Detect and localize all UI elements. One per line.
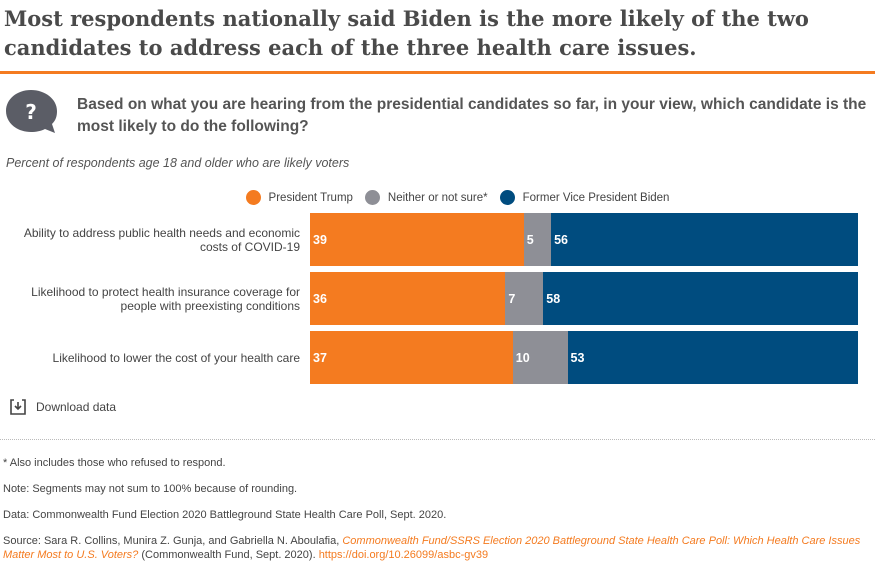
source-mid: (Commonwealth Fund, Sept. 2020). <box>138 549 319 561</box>
legend-label: Former Vice President Biden <box>522 191 670 204</box>
category-label: Likelihood to lower the cost of your hea… <box>52 350 300 365</box>
source-title-link[interactable]: Commonwealth Fund/SSRS Election 2020 Bat… <box>3 535 861 561</box>
question-bubble-icon: ? <box>6 90 57 133</box>
legend: President Trump Neither or not sure* Forme… <box>0 190 875 205</box>
legend-swatch <box>499 190 515 205</box>
legend-item: Neither or not sure* <box>364 190 488 205</box>
category-label: Ability to address public health needs a… <box>23 225 300 254</box>
legend-label: Neither or not sure* <box>387 191 488 204</box>
source-prefix: Source: Sara R. Collins, Munira Z. Gunja… <box>3 535 343 547</box>
bar-segment: 53 <box>567 331 858 384</box>
data-label: 7 <box>508 291 516 306</box>
footnote-data: Data: Commonwealth Fund Election 2020 Ba… <box>3 509 447 521</box>
bar-segment: 39 <box>310 213 524 266</box>
data-label: 5 <box>526 232 534 247</box>
title-divider <box>0 71 875 74</box>
legend-item: President Trump <box>245 190 353 205</box>
svg-text:?: ? <box>25 100 37 124</box>
chart-subtitle: Percent of respondents age 18 and older … <box>6 156 350 170</box>
data-label: 53 <box>570 350 585 365</box>
legend-item: Former Vice President Biden <box>499 190 670 205</box>
legend-swatch <box>245 190 261 205</box>
data-label: 39 <box>313 232 327 247</box>
data-label: 10 <box>515 350 530 365</box>
footnote-asterisk: * Also includes those who refused to res… <box>3 457 226 469</box>
download-icon <box>10 399 26 415</box>
footnote-source: Source: Sara R. Collins, Munira Z. Gunja… <box>3 534 873 562</box>
bar-segment: 7 <box>505 272 544 325</box>
chart-title: Most respondents nationally said Biden i… <box>4 6 809 60</box>
bar-segment: 10 <box>512 331 568 384</box>
survey-question: Based on what you are hearing from the p… <box>77 96 867 135</box>
legend-swatch <box>364 190 380 205</box>
bar-segment: 37 <box>310 331 513 384</box>
bar-segment: 58 <box>543 272 858 325</box>
bar-segment: 5 <box>523 213 552 266</box>
footnote-note: Note: Segments may not sum to 100% becau… <box>3 483 298 495</box>
data-label: 37 <box>313 350 327 365</box>
data-label: 58 <box>546 291 561 306</box>
download-data-label: Download data <box>36 400 117 414</box>
download-data-button[interactable]: Download data <box>10 399 116 415</box>
data-label: 36 <box>313 291 327 306</box>
legend-label: President Trump <box>268 191 353 204</box>
source-doi-link[interactable]: https://doi.org/10.26099/asbc-gv39 <box>318 549 489 561</box>
data-label: 56 <box>554 232 569 247</box>
footnote-divider <box>0 439 875 440</box>
bar-segment: 56 <box>551 213 858 266</box>
bar-segment: 36 <box>310 272 506 325</box>
category-label: Likelihood to protect health insurance c… <box>31 284 300 313</box>
